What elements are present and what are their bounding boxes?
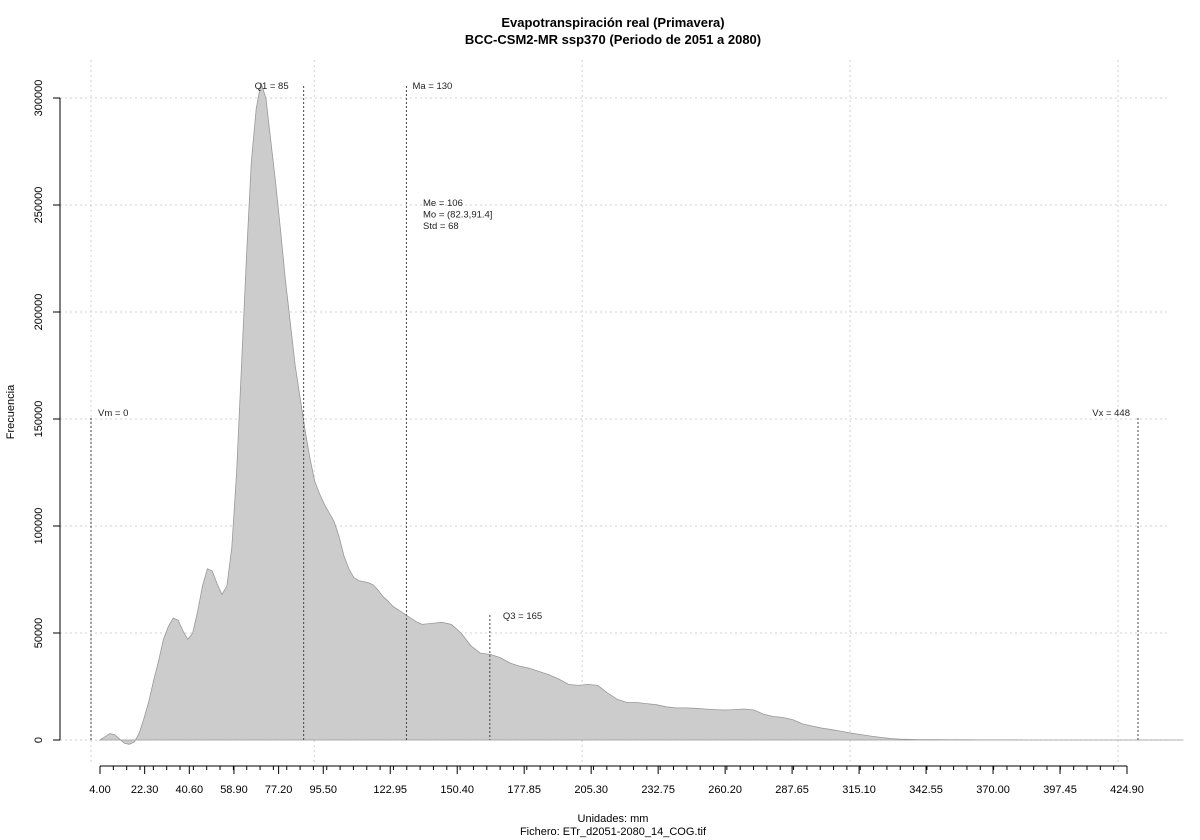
marker-label: Q3 = 165 xyxy=(503,611,542,622)
y-tick-label: 50000 xyxy=(33,618,45,649)
x-tick-label: 22.30 xyxy=(131,784,159,796)
y-tick-label: 100000 xyxy=(33,508,45,545)
x-tick-label: 287.65 xyxy=(775,784,809,796)
x-tick-label: 150.40 xyxy=(440,784,474,796)
y-tick-label: 150000 xyxy=(33,401,45,438)
x-tick-label: 260.20 xyxy=(708,784,742,796)
x-tick-label: 315.10 xyxy=(842,784,876,796)
x-axis-label: Unidades: mm xyxy=(578,813,649,825)
x-tick-label: 370.00 xyxy=(976,784,1010,796)
chart-subtitle: BCC-CSM2-MR ssp370 (Periodo de 2051 a 20… xyxy=(465,32,761,47)
y-tick-label: 300000 xyxy=(33,80,45,117)
marker-label: Q1 = 85 xyxy=(255,81,289,92)
y-tick-label: 0 xyxy=(33,737,45,743)
x-tick-label: 77.20 xyxy=(265,784,293,796)
marker-label: Ma = 130 xyxy=(412,81,452,92)
x-tick-label: 342.55 xyxy=(909,784,943,796)
y-axis-label: Frecuencia xyxy=(5,384,17,439)
x-tick-label: 122.95 xyxy=(373,784,407,796)
density-area xyxy=(98,82,1184,745)
chart-title: Evapotranspiración real (Primavera) xyxy=(501,15,724,30)
x-tick-label: 424.90 xyxy=(1110,784,1144,796)
y-tick-label: 200000 xyxy=(33,294,45,331)
stat-line: Me = 106 xyxy=(423,198,463,209)
x-tick-label: 4.00 xyxy=(89,784,110,796)
vertical-markers: Vm = 0 Q1 = 85 Ma = 130 Q3 = 165 Vx = 448 xyxy=(90,81,1139,740)
marker-label: Vx = 448 xyxy=(1092,408,1130,419)
x-tick-label: 205.30 xyxy=(574,784,608,796)
x-tick-label: 232.75 xyxy=(641,784,675,796)
y-tick-label: 250000 xyxy=(33,187,45,224)
axes: 4.00 22.30 40.60 58.90 77.20 95.50 122.95 150.4… xyxy=(33,80,1144,796)
stat-line: Std = 68 xyxy=(423,221,459,232)
footer-filename: Fichero: ETr_d2051-2080_14_COG.tif xyxy=(520,826,707,838)
x-tick-label: 397.45 xyxy=(1043,784,1077,796)
x-tick-label: 95.50 xyxy=(309,784,337,796)
stat-line: Mo = (82.3,91.4] xyxy=(423,210,492,221)
x-tick-label: 40.60 xyxy=(176,784,204,796)
x-tick-label: 177.85 xyxy=(507,784,541,796)
x-tick-label: 58.90 xyxy=(220,784,248,796)
marker-label: Vm = 0 xyxy=(98,408,128,419)
